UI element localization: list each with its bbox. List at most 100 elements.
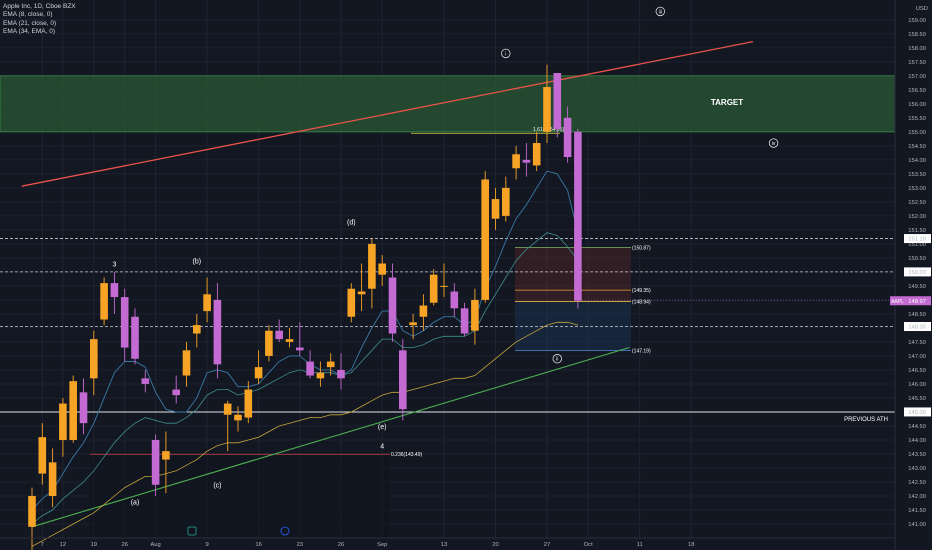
candle-body[interactable] <box>388 277 397 334</box>
candle-body[interactable] <box>234 414 242 421</box>
candle-body[interactable] <box>162 451 170 460</box>
candle-body[interactable] <box>306 361 314 376</box>
y-tick-label: 153.00 <box>908 186 926 192</box>
y-tick-label: 156.50 <box>908 88 926 94</box>
y-tick-label: 157.00 <box>908 74 926 80</box>
y-tick-label: 150.50 <box>908 256 926 262</box>
dividend-marker-icon[interactable] <box>187 526 197 536</box>
target-zone[interactable] <box>0 75 896 133</box>
candle-body[interactable] <box>440 285 448 287</box>
candle-body[interactable] <box>512 154 520 169</box>
candle-body[interactable] <box>337 369 345 379</box>
candle-body[interactable] <box>223 403 232 415</box>
candle-body[interactable] <box>28 495 36 527</box>
candle-body[interactable] <box>90 339 98 379</box>
ema34-line[interactable] <box>31 321 579 547</box>
y-tick-label: 146.50 <box>908 368 926 374</box>
candle-body[interactable] <box>172 389 180 396</box>
symbol-title[interactable]: Apple Inc, 1D, Cboe BZX <box>3 3 76 10</box>
ema21-line[interactable] <box>31 232 579 525</box>
candle-body[interactable] <box>244 389 253 418</box>
fib-label: (148.94) <box>632 300 651 306</box>
candle-body[interactable] <box>481 179 489 300</box>
y-tick-label: 151.00 <box>908 242 926 248</box>
candle-body[interactable] <box>450 291 459 309</box>
candle-body[interactable] <box>429 274 438 303</box>
candle-body[interactable] <box>48 462 57 496</box>
currency-label: USD <box>916 6 928 12</box>
candle-body[interactable] <box>69 381 77 440</box>
resistance-trendline[interactable] <box>21 41 754 187</box>
candle-body[interactable] <box>213 299 222 365</box>
y-tick-label: 158.00 <box>908 46 926 52</box>
candle-body[interactable] <box>471 299 479 331</box>
ema8-legend[interactable]: EMA (8, close, 0) <box>3 11 53 19</box>
y-tick-label: 153.50 <box>908 172 926 178</box>
candle-body[interactable] <box>38 437 47 474</box>
candle-body[interactable] <box>357 291 366 295</box>
candle-body[interactable] <box>193 325 201 334</box>
candle-body[interactable] <box>296 347 304 351</box>
candle-body[interactable] <box>151 439 160 485</box>
candle-body[interactable] <box>399 350 407 410</box>
candle-body[interactable] <box>532 143 541 166</box>
fib-label: (150.87) <box>632 246 651 252</box>
candle-body[interactable] <box>100 283 108 320</box>
candle-body[interactable] <box>409 322 417 326</box>
candle-body[interactable] <box>522 159 531 163</box>
candle-body[interactable] <box>285 339 294 342</box>
candle-body[interactable] <box>543 87 551 132</box>
reward-zone <box>515 301 631 351</box>
current-price-badge <box>905 296 931 306</box>
candle-body[interactable] <box>203 294 211 312</box>
ema21-legend[interactable]: EMA (21, close, 0) <box>3 19 57 27</box>
y-tick-label: 143.50 <box>908 452 926 458</box>
support-trendline[interactable] <box>31 347 630 528</box>
candle-body[interactable] <box>553 73 562 130</box>
candle-body[interactable] <box>502 187 510 216</box>
wave-label: i <box>505 51 506 57</box>
candle-body[interactable] <box>182 350 191 376</box>
x-tick-label: 7 <box>41 542 44 548</box>
candle-body[interactable] <box>563 117 572 158</box>
candle-body[interactable] <box>347 288 356 317</box>
candle-body[interactable] <box>131 316 139 359</box>
x-tick-label: 27 <box>544 542 550 548</box>
x-tick-label: 26 <box>338 542 344 548</box>
x-tick-label: 18 <box>688 542 694 548</box>
candle-body[interactable] <box>574 131 582 301</box>
candle-body[interactable] <box>326 361 335 368</box>
wave-label: ii <box>556 357 558 363</box>
candle-body[interactable] <box>275 330 283 340</box>
y-tick-label: 157.50 <box>908 60 926 66</box>
candle-body[interactable] <box>419 305 428 317</box>
current-symbol-badge <box>890 296 905 306</box>
candle-body[interactable] <box>120 297 129 348</box>
y-tick-label: 144.50 <box>908 424 926 430</box>
candle-body[interactable] <box>368 243 376 289</box>
x-tick-label: 13 <box>441 542 447 548</box>
candle-body[interactable] <box>460 308 469 334</box>
y-tick-label: 143.00 <box>908 466 926 472</box>
fib-label: (147.19) <box>632 349 651 355</box>
wave-marker <box>552 354 563 364</box>
wave-label: (b) <box>193 258 202 265</box>
ema34-legend[interactable]: EMA (34, EMA, 0) <box>3 28 56 36</box>
candle-body[interactable] <box>110 283 119 298</box>
candle-body[interactable] <box>316 372 325 379</box>
earnings-marker-icon[interactable] <box>280 526 290 536</box>
candle-body[interactable] <box>141 378 150 384</box>
candle-body[interactable] <box>59 403 67 440</box>
candle-body[interactable] <box>491 199 500 219</box>
risk-zone <box>515 247 631 302</box>
y-tick-label: 156.00 <box>908 102 926 108</box>
candle-body[interactable] <box>79 392 88 424</box>
fib-label: 0.236(143.49) <box>391 452 422 458</box>
candle-body[interactable] <box>265 330 273 356</box>
candle-body[interactable] <box>254 367 263 379</box>
level-badge-label: 145.00 <box>908 410 926 416</box>
x-tick-label: 16 <box>255 542 261 548</box>
candle-body[interactable] <box>378 263 386 275</box>
level-badge <box>904 267 931 277</box>
